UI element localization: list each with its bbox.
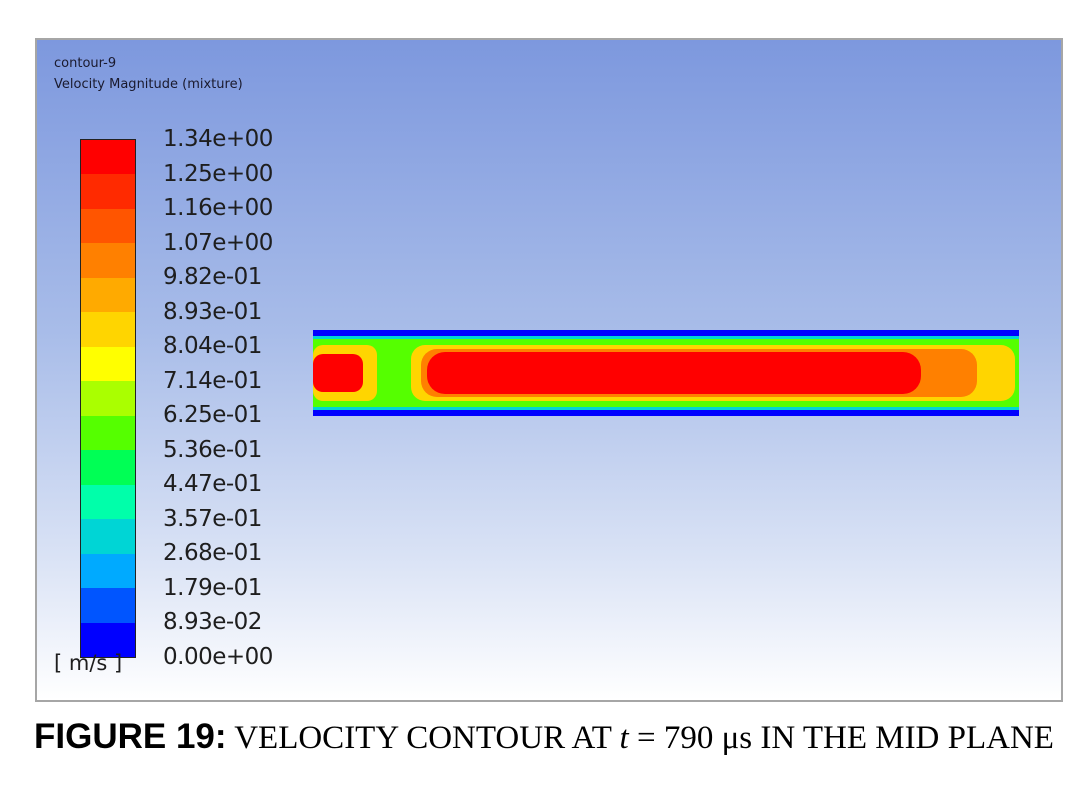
colorbar <box>80 139 136 658</box>
colorbar-swatch <box>81 277 135 313</box>
colorbar-tick-labels: 1.34e+00 1.25e+00 1.16e+00 1.07e+00 9.82e-01… <box>163 126 303 670</box>
colorbar-tick-label: 1.16e+00 <box>163 195 273 222</box>
colorbar-swatch <box>81 519 135 554</box>
contour-name: contour-9 <box>54 56 117 71</box>
colorbar-swatch <box>81 243 135 278</box>
colorbar-tick-label: 4.47e-01 <box>163 471 262 498</box>
contour-quantity: Velocity Magnitude (mixture) <box>54 77 243 92</box>
colorbar-swatch <box>81 588 135 623</box>
colorbar-swatch <box>81 450 135 485</box>
colorbar-swatch <box>81 622 135 658</box>
contour-panel: contour-9 Velocity Magnitude (mixture) 1… <box>35 38 1063 702</box>
colorbar-tick-label: 3.57e-01 <box>163 505 262 532</box>
colorbar-swatch <box>81 553 135 589</box>
inlet-plug-core <box>313 354 363 392</box>
colorbar-tick-label: 1.07e+00 <box>163 229 273 256</box>
colorbar-swatch <box>81 208 135 244</box>
colorbar-tick-label: 6.25e-01 <box>163 402 262 429</box>
colorbar-tick-label: 1.79e-01 <box>163 574 262 601</box>
colorbar-swatch <box>81 140 135 175</box>
colorbar-tick-label: 8.04e-01 <box>163 333 262 360</box>
colorbar-swatch <box>81 346 135 382</box>
colorbar-swatch <box>81 174 135 209</box>
colorbar-swatch <box>81 381 135 416</box>
colorbar-tick-label: 1.25e+00 <box>163 160 273 187</box>
colorbar-swatch <box>81 484 135 520</box>
colorbar-tick-label: 8.93e-02 <box>163 609 262 636</box>
figure-caption: FIGURE 19: VELOCITY CONTOUR AT t = 790 μ… <box>34 717 1064 758</box>
colorbar-swatch <box>81 415 135 451</box>
colorbar-swatch <box>81 312 135 347</box>
colorbar-tick-label: 1.34e+00 <box>163 126 273 152</box>
main-plug-core <box>427 352 921 394</box>
caption-variable: t <box>619 720 629 756</box>
colorbar-unit: [ m/s ] <box>54 651 123 675</box>
colorbar-tick-label: 9.82e-01 <box>163 264 262 291</box>
colorbar-tick-label: 2.68e-01 <box>163 540 262 567</box>
caption-label: FIGURE 19: <box>34 717 227 756</box>
colorbar-tick-label: 8.93e-01 <box>163 298 262 325</box>
caption-text-after: = 790 μs IN THE MID PLANE <box>636 720 1054 756</box>
colorbar-tick-label: 0.00e+00 <box>163 643 273 670</box>
caption-text-before: VELOCITY CONTOUR AT <box>234 720 612 756</box>
colorbar-tick-label: 5.36e-01 <box>163 436 262 463</box>
channel-plot <box>313 330 1019 416</box>
colorbar-tick-label: 7.14e-01 <box>163 367 262 394</box>
